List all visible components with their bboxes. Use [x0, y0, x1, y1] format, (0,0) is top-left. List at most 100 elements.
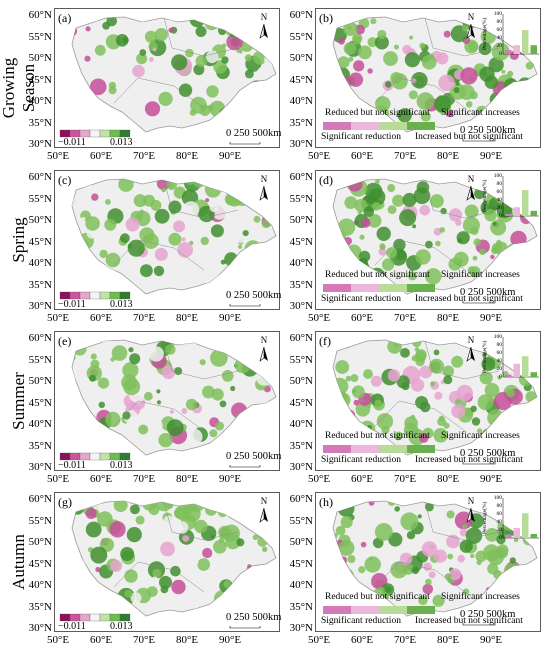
inset-ylabel: Percentage(%): [482, 179, 488, 212]
legend-swatch: [379, 122, 407, 130]
map-svg: [315, 170, 541, 310]
internal-borders: [374, 179, 500, 271]
colorbar-swatch: [89, 452, 101, 461]
lon-label: 80°E: [175, 473, 199, 485]
inset-bar: [530, 45, 537, 54]
lat-label: 45°N: [28, 235, 52, 248]
lon-label: 50°E: [307, 312, 331, 324]
scale-bar: [229, 142, 261, 145]
colorbar-max-label: 0.013: [110, 137, 133, 148]
map-panel-right: [315, 170, 541, 310]
legend-swatch: [407, 284, 435, 292]
lat-label: 35°N: [289, 439, 313, 452]
lat-label: 45°N: [289, 73, 313, 86]
inset-tick-label: 0: [499, 213, 502, 219]
legend-swatch: [351, 122, 379, 130]
panel-id: (h): [319, 495, 333, 509]
legend-swatch: [351, 606, 379, 614]
internal-borders: [113, 501, 239, 593]
lat-label: 50°N: [28, 536, 52, 548]
scale-bar: [229, 304, 261, 307]
colorbar-swatch: [119, 452, 131, 461]
inset-bar: [522, 30, 529, 54]
lat-label: 55°N: [28, 192, 52, 205]
scale-bar: [229, 465, 261, 468]
scale-bar: [462, 623, 496, 626]
inset-bar: [522, 513, 529, 538]
lon-label: 90°E: [479, 312, 503, 324]
scale-label: 0 250 500km: [226, 128, 282, 139]
legend-sig-inc: Significant increases: [441, 431, 520, 441]
colorbar-swatch: [59, 613, 71, 622]
panel-id: (d): [319, 173, 333, 187]
north-arrow-icon: [259, 507, 268, 523]
inset-tick-label: 100: [493, 495, 502, 501]
lon-label: 90°E: [218, 150, 242, 162]
lat-label: 45°N: [28, 73, 52, 86]
panel-id: (e): [58, 334, 72, 348]
legend-reduced-ns: Reduced but not significant: [325, 270, 430, 280]
panel-frame: [54, 170, 280, 310]
colorbar-swatch: [119, 613, 131, 622]
panel-id: (c): [58, 173, 72, 187]
legend-swatch: [379, 284, 407, 292]
lat-label: 60°N: [289, 9, 313, 21]
inset-tick-label: 40: [496, 35, 503, 41]
scale-bar: [462, 301, 496, 304]
north-arrow-icon: [466, 346, 475, 362]
lat-label: 30°N: [28, 622, 52, 634]
colorbar-swatch: [99, 291, 111, 300]
inset-bar: [513, 363, 520, 377]
colorbar-swatch: [119, 291, 131, 300]
legend-sig-red: Significant reduction: [321, 132, 401, 142]
colorbar-swatch: [109, 129, 121, 138]
colorbar-min-label: −0.011: [58, 299, 86, 310]
panel-frame: [315, 8, 541, 148]
legend-inc-ns: Increased but not significant: [415, 294, 523, 304]
panel-id: (b): [319, 11, 333, 25]
legend-inc-ns: Increased but not significant: [415, 455, 523, 465]
inset-tick-label: 60: [496, 350, 503, 356]
north-arrow-icon: [466, 185, 475, 201]
lat-label: 50°N: [28, 375, 52, 387]
inset-tick-label: 20: [496, 527, 503, 533]
legend-swatch: [351, 445, 379, 453]
lat-label: 40°N: [289, 418, 313, 430]
legend-sig-inc: Significant increases: [441, 270, 520, 280]
colorbar-max-label: 0.013: [110, 299, 133, 310]
lon-label: 60°E: [350, 312, 374, 324]
lat-label: 55°N: [289, 30, 313, 43]
north-label: N: [467, 12, 475, 22]
inset-tick-label: 0: [499, 374, 502, 380]
inset-bar: [505, 214, 512, 216]
lon-label: 60°E: [350, 150, 374, 162]
lon-label: 80°E: [436, 634, 460, 646]
legend-swatch: [323, 284, 351, 292]
lon-label: 70°E: [132, 312, 156, 324]
colorbar-swatch: [69, 452, 81, 461]
map-panel-left: [54, 492, 280, 632]
north-label: N: [467, 174, 475, 184]
inset-tick-label: 0: [499, 535, 502, 541]
colorbar-swatch: [69, 291, 81, 300]
lat-label: 45°N: [289, 235, 313, 248]
north-arrow-icon: [259, 185, 268, 201]
inset-tick-label: 80: [496, 19, 503, 25]
colorbar-swatch: [59, 129, 71, 138]
lon-label: 60°E: [350, 473, 374, 485]
lon-label: 90°E: [218, 634, 242, 646]
inset-tick-label: 20: [496, 43, 503, 49]
lon-label: 60°E: [89, 312, 113, 324]
panel-frame: [54, 492, 280, 632]
lon-label: 70°E: [393, 473, 417, 485]
lat-label: 40°N: [28, 579, 52, 591]
inset-tick-label: 20: [496, 366, 503, 372]
colorbar-swatch: [79, 452, 91, 461]
inset-bar: [513, 207, 520, 216]
lat-label: 50°N: [289, 375, 313, 387]
colorbar-swatch: [69, 129, 81, 138]
lat-label: 30°N: [289, 461, 313, 473]
panel-frame: [315, 492, 541, 632]
north-label: N: [260, 12, 268, 22]
scale-label: 0 250 500km: [460, 125, 516, 136]
